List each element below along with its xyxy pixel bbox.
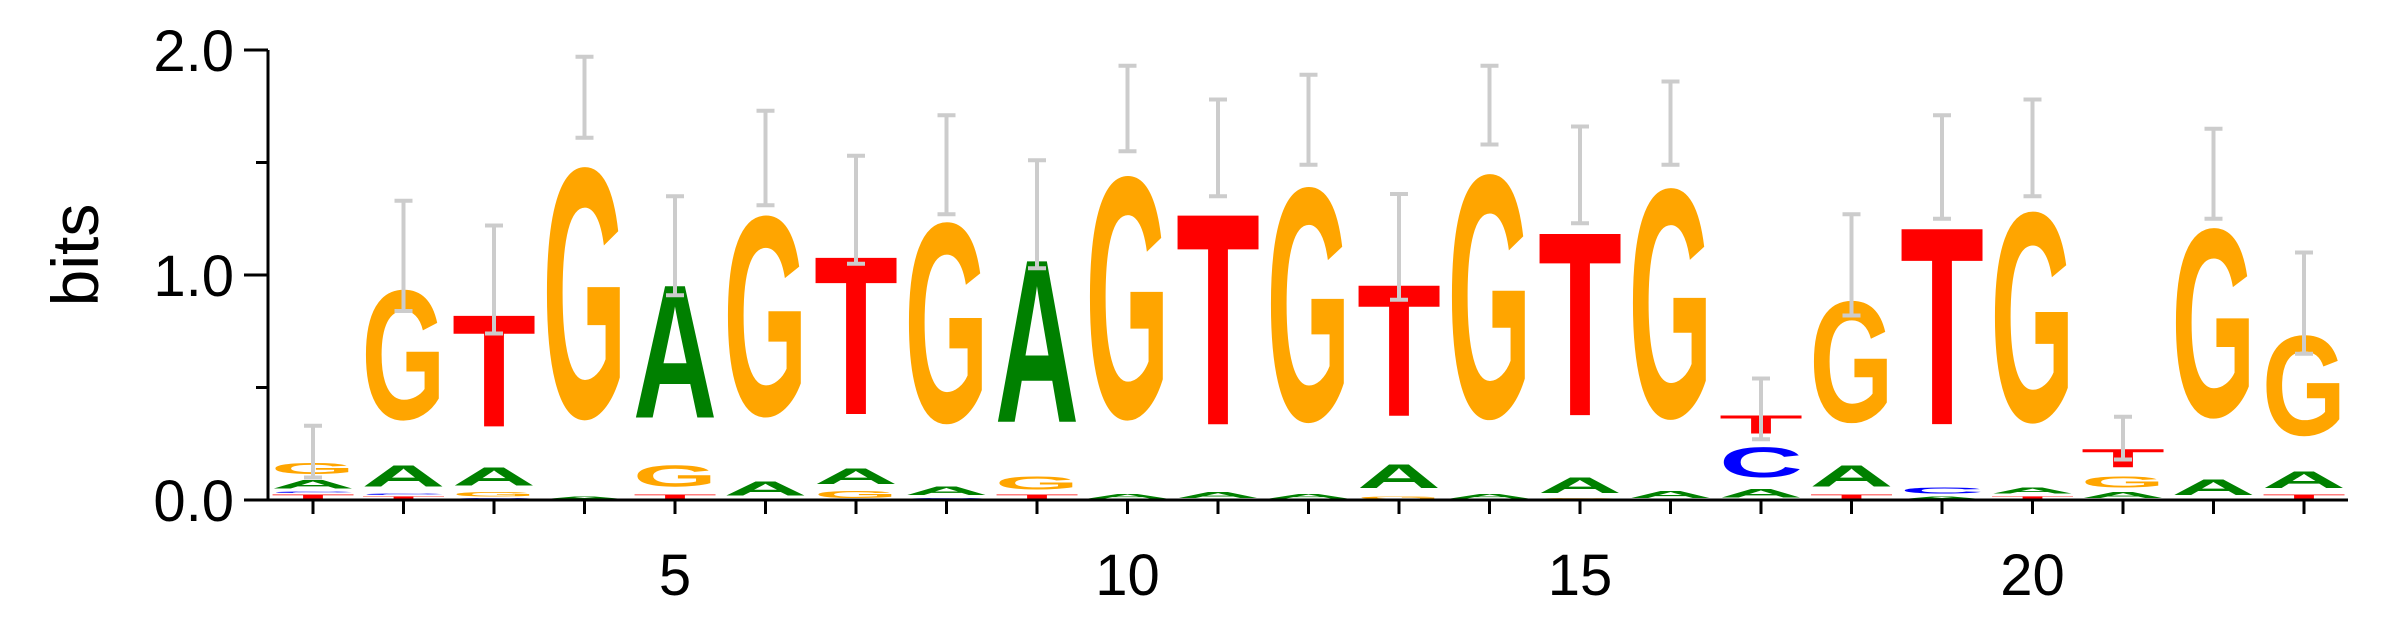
logo-letter-C: C <box>1900 487 1984 496</box>
error-bar <box>1661 79 1680 167</box>
x-axis: 5 10 15 20 <box>311 500 2306 608</box>
logo-letter-A: A <box>1357 457 1441 495</box>
error-bar <box>2023 97 2042 199</box>
error-bar <box>2204 126 2223 221</box>
logo-letter-A: A <box>452 462 536 491</box>
logo-letter-A: A <box>1267 493 1351 500</box>
logo-letter-G: G <box>1991 149 2075 484</box>
logo-letter-T: T <box>633 493 717 500</box>
logo-letter-T: T <box>1900 168 1984 485</box>
logo-letter-G: G <box>543 93 627 492</box>
logo-letter-A: A <box>1176 491 1260 500</box>
logo-letter-G: G <box>905 164 989 483</box>
error-bar <box>1933 113 1951 221</box>
error-bar <box>1842 212 1861 318</box>
logo-letter-A: A <box>2172 475 2256 500</box>
error-bar <box>1028 158 1046 271</box>
logo-letter-A: A <box>1628 489 1712 500</box>
logo-letter-G: G <box>1629 120 1713 487</box>
logo-letter-A: A <box>361 460 445 494</box>
logo-letter-G: G <box>633 459 717 493</box>
logo-letter-C: C <box>271 491 355 493</box>
error-bar <box>1299 72 1318 167</box>
error-bar <box>1209 97 1227 199</box>
logo-letter-A: A <box>271 477 355 491</box>
error-bar <box>937 113 956 217</box>
x-tick-label: 15 <box>1548 543 1613 608</box>
logo-letter-T: T <box>1538 178 1622 471</box>
logo-letter-G: G <box>1086 105 1170 491</box>
logo-letter-G: G <box>1448 102 1532 491</box>
logo-letter-A: A <box>814 464 898 489</box>
logo-letter-T: T <box>995 493 1079 500</box>
x-tick-label: 10 <box>1095 543 1160 608</box>
logo-letter-T: T <box>362 495 446 500</box>
error-bar <box>2295 250 2313 356</box>
x-tick-label: 5 <box>659 543 691 608</box>
y-tick-label: 1.0 <box>153 244 234 309</box>
error-bar <box>1571 124 1589 226</box>
y-tick-label: 2.0 <box>153 19 234 84</box>
logo-letter-C: C <box>1719 439 1803 486</box>
logo-letter-G: G <box>814 489 898 500</box>
logo-letter-A: A <box>1990 487 2074 496</box>
error-bars <box>304 54 2313 480</box>
logo-letter-G: G <box>995 473 1079 493</box>
logo-letter-T: T <box>271 493 355 500</box>
logo-letter-A: A <box>2081 491 2165 500</box>
logo-letter-G: G <box>2081 473 2165 491</box>
error-bar <box>304 423 322 480</box>
logo-letter-T: T <box>1176 150 1260 489</box>
error-bar <box>1752 376 1770 442</box>
logo-letter-T: T <box>1991 495 2075 500</box>
logo-letter-G: G <box>452 491 536 498</box>
logo-letter-G: G <box>724 157 808 476</box>
logo-letter-A: A <box>1900 496 1984 500</box>
logo-letter-A: A <box>1809 460 1893 494</box>
y-axis: 0.0 1.0 2.0 <box>153 19 268 534</box>
error-bar <box>666 194 684 298</box>
logo-letter-A: A <box>2262 466 2346 493</box>
logo-letter-G: G <box>1267 119 1351 492</box>
error-bar <box>575 54 594 140</box>
error-bar <box>485 223 503 336</box>
logo-letter-C: C <box>361 493 445 495</box>
y-axis-label: bits <box>38 204 112 307</box>
error-bar <box>2114 414 2132 462</box>
logo-stacks: TCAGTCAGCGATAGTGAAGGATCAGTGAAGATAGGATAGG… <box>271 93 2346 500</box>
x-tick-label: 20 <box>2000 543 2065 608</box>
y-tick-label: 0.0 <box>153 469 234 534</box>
logo-letter-A: A <box>723 477 807 500</box>
logo-letter-A: A <box>905 484 989 498</box>
error-bar <box>847 153 865 266</box>
logo-letter-A: A <box>1086 493 1170 500</box>
logo-letter-A: A <box>1538 473 1622 498</box>
error-bar <box>394 198 413 313</box>
logo-letter-A: A <box>1448 493 1532 500</box>
logo-letter-T: T <box>2262 493 2346 500</box>
error-bar <box>756 108 775 208</box>
error-bar <box>1480 63 1499 147</box>
error-bar <box>1118 63 1137 154</box>
logo-letter-G: G <box>2172 173 2256 474</box>
logo-letter-A: A <box>1719 486 1803 500</box>
error-bar <box>1390 192 1408 302</box>
logo-letter-T: T <box>1810 493 1894 500</box>
logo-letter-A: A <box>543 496 627 500</box>
logo-letter-G: G <box>1357 496 1441 500</box>
